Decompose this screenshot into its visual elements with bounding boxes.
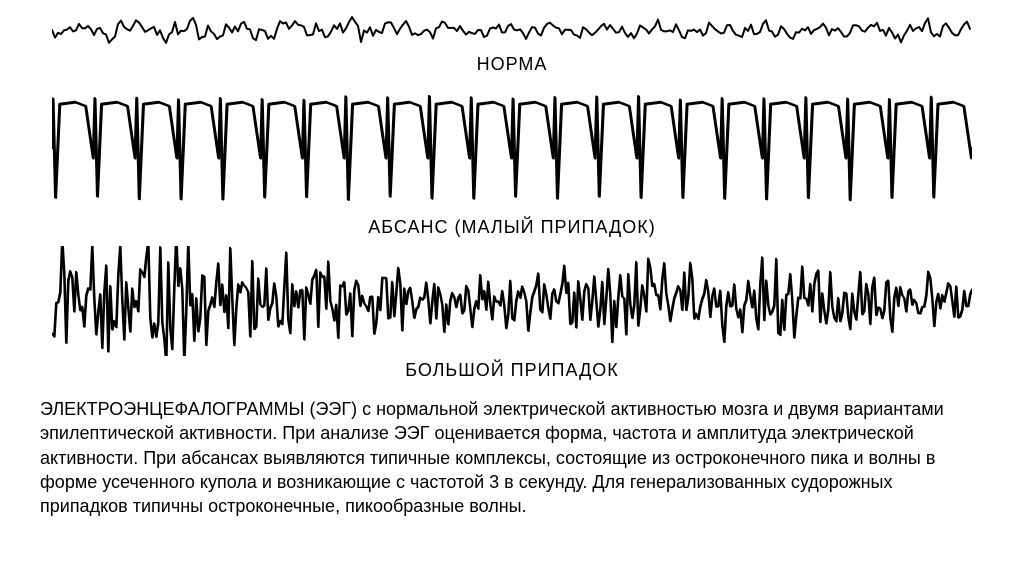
trace-grandmal — [52, 246, 972, 356]
trace-label-grandmal: БОЛЬШОЙ ПРИПАДОК — [405, 360, 619, 381]
trace-label-absence: АБСАНС (МАЛЫЙ ПРИПАДОК) — [368, 217, 655, 238]
trace-block-normal: НОРМА — [40, 10, 984, 83]
trace-normal — [52, 10, 972, 50]
eeg-figure-container: НОРМА АБСАНС (МАЛЫЙ ПРИПАДОК) БОЛЬШОЙ ПР… — [0, 0, 1024, 574]
figure-description: ЭЛЕКТРОЭНЦЕФАЛОГРАММЫ (ЭЭГ) с нормальной… — [40, 397, 984, 518]
trace-block-grandmal: БОЛЬШОЙ ПРИПАДОК — [40, 246, 984, 389]
trace-label-normal: НОРМА — [477, 54, 548, 75]
trace-absence — [52, 83, 972, 213]
trace-block-absence: АБСАНС (МАЛЫЙ ПРИПАДОК) — [40, 83, 984, 246]
